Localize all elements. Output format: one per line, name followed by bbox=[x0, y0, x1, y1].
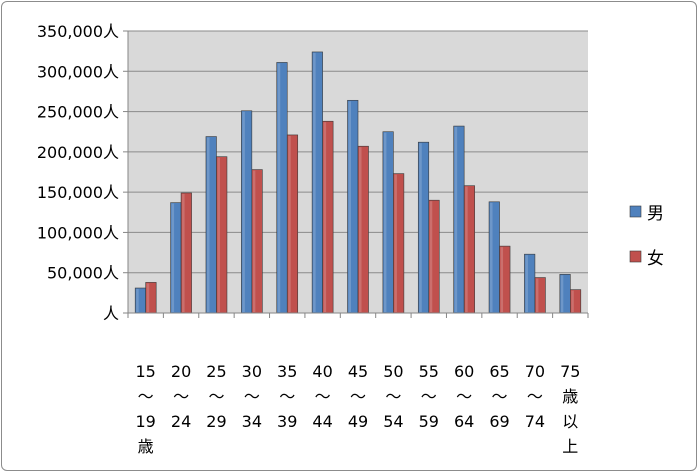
x-category-label-part: 29 bbox=[206, 412, 226, 431]
bar-highlight bbox=[571, 290, 574, 312]
bar-highlight bbox=[146, 283, 150, 312]
x-category-label-part: 〜 bbox=[138, 387, 154, 406]
x-category-label-part: 〜 bbox=[527, 387, 543, 406]
x-category-label-part: 34 bbox=[242, 412, 262, 431]
legend-label-male: 男 bbox=[647, 204, 664, 224]
bar-highlight bbox=[206, 137, 210, 312]
x-category-label: 15 〜 19 歳 bbox=[136, 362, 156, 456]
x-category-label: 35 〜 39 bbox=[277, 362, 297, 431]
x-category-label: 20 〜 24 bbox=[171, 362, 191, 431]
x-category-label: 60 〜 64 bbox=[454, 362, 474, 431]
x-category-label-part: 歳 bbox=[562, 387, 578, 406]
x-category-label: 40 〜 44 bbox=[312, 362, 332, 431]
x-category-label: 65 〜 69 bbox=[489, 362, 509, 431]
x-category-label-part: 歳 bbox=[138, 437, 154, 456]
x-category-label-part: 54 bbox=[383, 412, 403, 431]
x-category-label-part: 49 bbox=[348, 412, 368, 431]
y-tick-label: 300,000人 bbox=[37, 62, 119, 81]
bar-highlight bbox=[525, 255, 528, 312]
x-category-label-part: 74 bbox=[525, 412, 545, 431]
x-category-label: 30 〜 34 bbox=[242, 362, 262, 431]
x-category-label: 25 〜 29 bbox=[206, 362, 226, 431]
bar-highlight bbox=[454, 127, 458, 313]
y-tick-label: 350,000人 bbox=[37, 22, 119, 41]
bar-highlight bbox=[419, 143, 422, 312]
x-category-label: 75 歳以上 bbox=[560, 362, 580, 456]
x-category-label-part: 19 bbox=[136, 412, 156, 431]
bar-highlight bbox=[560, 275, 564, 312]
x-category-label-part: 35 bbox=[277, 362, 297, 381]
bar-highlight bbox=[359, 147, 362, 312]
x-category-label-part: 〜 bbox=[492, 387, 508, 406]
x-category-label-part: 70 bbox=[525, 362, 545, 381]
x-category-label-part: 39 bbox=[277, 412, 297, 431]
bar-highlight bbox=[394, 174, 397, 312]
x-category-label-part: 60 bbox=[454, 362, 474, 381]
x-category-label-part: 20 bbox=[171, 362, 191, 381]
x-category-label-part: 〜 bbox=[244, 387, 260, 406]
bars bbox=[134, 51, 582, 314]
legend-swatch-male bbox=[629, 205, 642, 218]
bar-highlight bbox=[288, 135, 291, 312]
y-tick-label: 250,000人 bbox=[37, 103, 119, 122]
bar-highlight bbox=[535, 278, 539, 312]
bar-highlight bbox=[500, 247, 504, 312]
bar-highlight bbox=[383, 132, 387, 312]
x-category-label-part: 〜 bbox=[315, 387, 331, 406]
bar-highlight bbox=[277, 63, 281, 313]
y-tick-label: 100,000人 bbox=[37, 223, 119, 242]
x-category-label-part: 40 bbox=[312, 362, 332, 381]
x-category-label-part: 〜 bbox=[421, 387, 437, 406]
x-category-label: 50 〜 54 bbox=[383, 362, 403, 431]
bar-highlight bbox=[313, 52, 316, 312]
x-category-label-part: 〜 bbox=[456, 387, 472, 406]
x-category-label-part: 59 bbox=[419, 412, 439, 431]
x-category-label-part: 〜 bbox=[385, 387, 401, 406]
x-category-label: 70 〜 74 bbox=[525, 362, 545, 431]
axes bbox=[123, 30, 589, 318]
bar-highlight bbox=[429, 201, 433, 312]
x-category-label-part: 65 bbox=[489, 362, 509, 381]
bar-highlight bbox=[217, 157, 220, 312]
x-category-label-part: 44 bbox=[312, 412, 332, 431]
y-tick-label: 人 bbox=[103, 304, 119, 323]
legend-label-female: 女 bbox=[647, 249, 664, 269]
bar-highlight bbox=[348, 101, 351, 312]
x-category-label-part: 上 bbox=[562, 437, 578, 456]
x-category-label: 55 〜 59 bbox=[419, 362, 439, 431]
x-category-label-part: 45 bbox=[348, 362, 368, 381]
x-category-label-part: 〜 bbox=[173, 387, 189, 406]
x-category-label-part: 〜 bbox=[208, 387, 224, 406]
bar-highlight bbox=[252, 170, 256, 312]
legend: 男女 bbox=[629, 204, 664, 269]
x-axis-categories: 15〜19歳20〜2425〜2930〜3435〜3940〜4445〜4950〜5… bbox=[136, 362, 581, 456]
x-category-label-part: 以 bbox=[562, 412, 578, 431]
bar-highlight bbox=[242, 111, 245, 312]
bar-highlight bbox=[182, 193, 185, 312]
x-category-label: 45 〜 49 bbox=[348, 362, 368, 431]
x-category-label-part: 50 bbox=[383, 362, 403, 381]
x-category-label-part: 15 bbox=[136, 362, 156, 381]
y-axis-ticks: 人 50,000人 100,000人 150,000人 200,000人 250,000人… bbox=[37, 22, 119, 323]
bar-highlight bbox=[465, 186, 468, 312]
y-tick-label: 150,000人 bbox=[37, 183, 119, 202]
x-category-label-part: 69 bbox=[489, 412, 509, 431]
bar-highlight bbox=[136, 289, 139, 312]
x-category-label-part: 75 bbox=[560, 362, 580, 381]
x-category-label-part: 〜 bbox=[279, 387, 295, 406]
x-category-label-part: 25 bbox=[206, 362, 226, 381]
legend-swatch-female bbox=[629, 250, 642, 263]
x-category-label-part: 〜 bbox=[350, 387, 366, 406]
y-tick-label: 200,000人 bbox=[37, 143, 119, 162]
bar-highlight bbox=[490, 202, 493, 312]
x-category-label-part: 55 bbox=[419, 362, 439, 381]
bar-highlight bbox=[323, 122, 327, 313]
x-category-label-part: 30 bbox=[242, 362, 262, 381]
y-tick-label: 50,000人 bbox=[47, 264, 119, 283]
x-category-label-part: 64 bbox=[454, 412, 474, 431]
bar-highlight bbox=[171, 203, 175, 312]
x-category-label-part: 24 bbox=[171, 412, 191, 431]
